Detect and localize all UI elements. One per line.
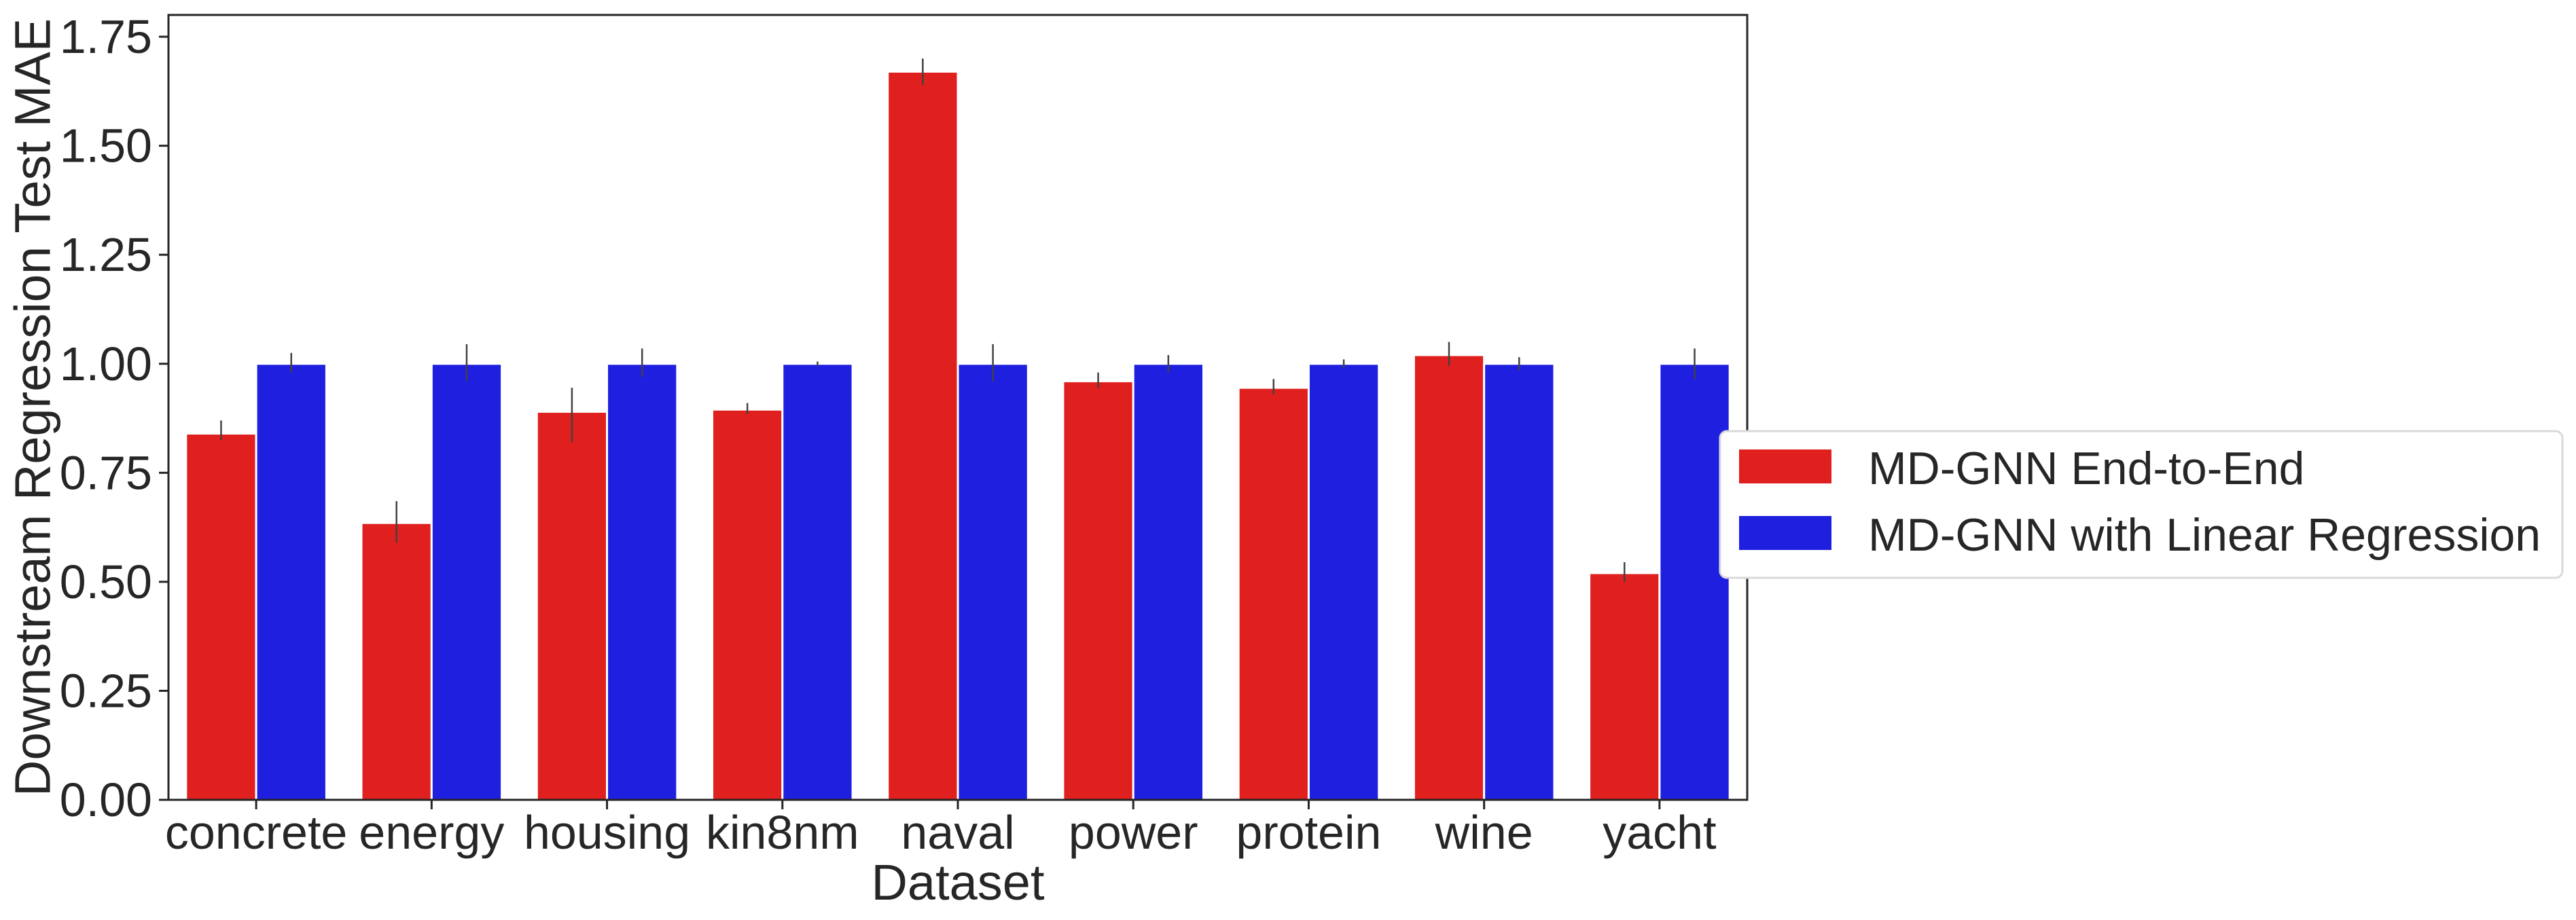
legend: MD-GNN End-to-End MD-GNN with Linear Reg… <box>1719 430 2564 579</box>
y-tick-label: 0.25 <box>60 664 152 717</box>
bar-housing-series-1 <box>535 410 609 801</box>
x-tick-label-concrete: concrete <box>165 806 347 859</box>
bar-yacht-series-1 <box>1588 572 1661 801</box>
bar-power-series-1 <box>1062 380 1134 801</box>
y-tick-label: 1.75 <box>60 10 152 63</box>
legend-swatch-linear-regression <box>1739 516 1831 550</box>
x-tick-label-protein: protein <box>1236 806 1381 859</box>
x-tick-label-naval: naval <box>901 806 1014 859</box>
legend-frame <box>1719 430 2564 579</box>
x-tick-label-yacht: yacht <box>1603 806 1716 859</box>
legend-label-end-to-end: MD-GNN End-to-End <box>1868 443 2304 494</box>
y-axis-title: Downstream Regression Test MAE <box>5 18 61 796</box>
x-tick-label-housing: housing <box>524 806 690 859</box>
y-tick-label: 0.75 <box>60 446 152 499</box>
bar-kin8nm-series-2 <box>781 363 854 801</box>
bar-concrete-series-2 <box>255 363 327 801</box>
bar-protein-series-1 <box>1237 386 1310 801</box>
bar-housing-series-2 <box>606 363 679 801</box>
x-tick-label-energy: energy <box>359 806 504 859</box>
y-tick-label: 1.50 <box>60 119 152 172</box>
x-tick-label-power: power <box>1069 806 1198 859</box>
bar-wine-series-2 <box>1483 363 1556 801</box>
bar-power-series-2 <box>1132 363 1205 801</box>
error-bars-layer <box>220 58 1696 582</box>
y-tick-label: 0.50 <box>60 555 152 608</box>
legend-label-linear-regression: MD-GNN with Linear Regression <box>1868 509 2541 561</box>
bar-energy-series-1 <box>360 521 433 801</box>
bar-kin8nm-series-1 <box>711 408 784 801</box>
bar-naval-series-1 <box>887 70 959 801</box>
legend-swatch-end-to-end <box>1739 449 1831 483</box>
bar-naval-series-2 <box>956 363 1029 801</box>
bar-wine-series-1 <box>1412 354 1486 801</box>
y-tick-label: 1.25 <box>60 228 152 281</box>
x-axis: concrete energy housing kin8nm naval power pro… <box>165 800 1717 859</box>
bar-protein-series-2 <box>1307 363 1380 801</box>
y-tick-label: 1.00 <box>60 337 152 390</box>
bars-layer <box>185 70 1731 801</box>
y-tick-label: 0.00 <box>60 773 152 826</box>
bar-concrete-series-1 <box>185 433 257 801</box>
x-tick-label-wine: wine <box>1435 806 1533 859</box>
bar-energy-series-2 <box>430 363 503 801</box>
bar-yacht-series-2 <box>1658 363 1731 801</box>
y-axis: 0.00 0.25 0.50 0.75 1.00 1.25 1.50 1.75 <box>60 10 168 826</box>
x-tick-label-kin8nm: kin8nm <box>706 806 859 859</box>
x-axis-title: Dataset <box>871 854 1044 910</box>
